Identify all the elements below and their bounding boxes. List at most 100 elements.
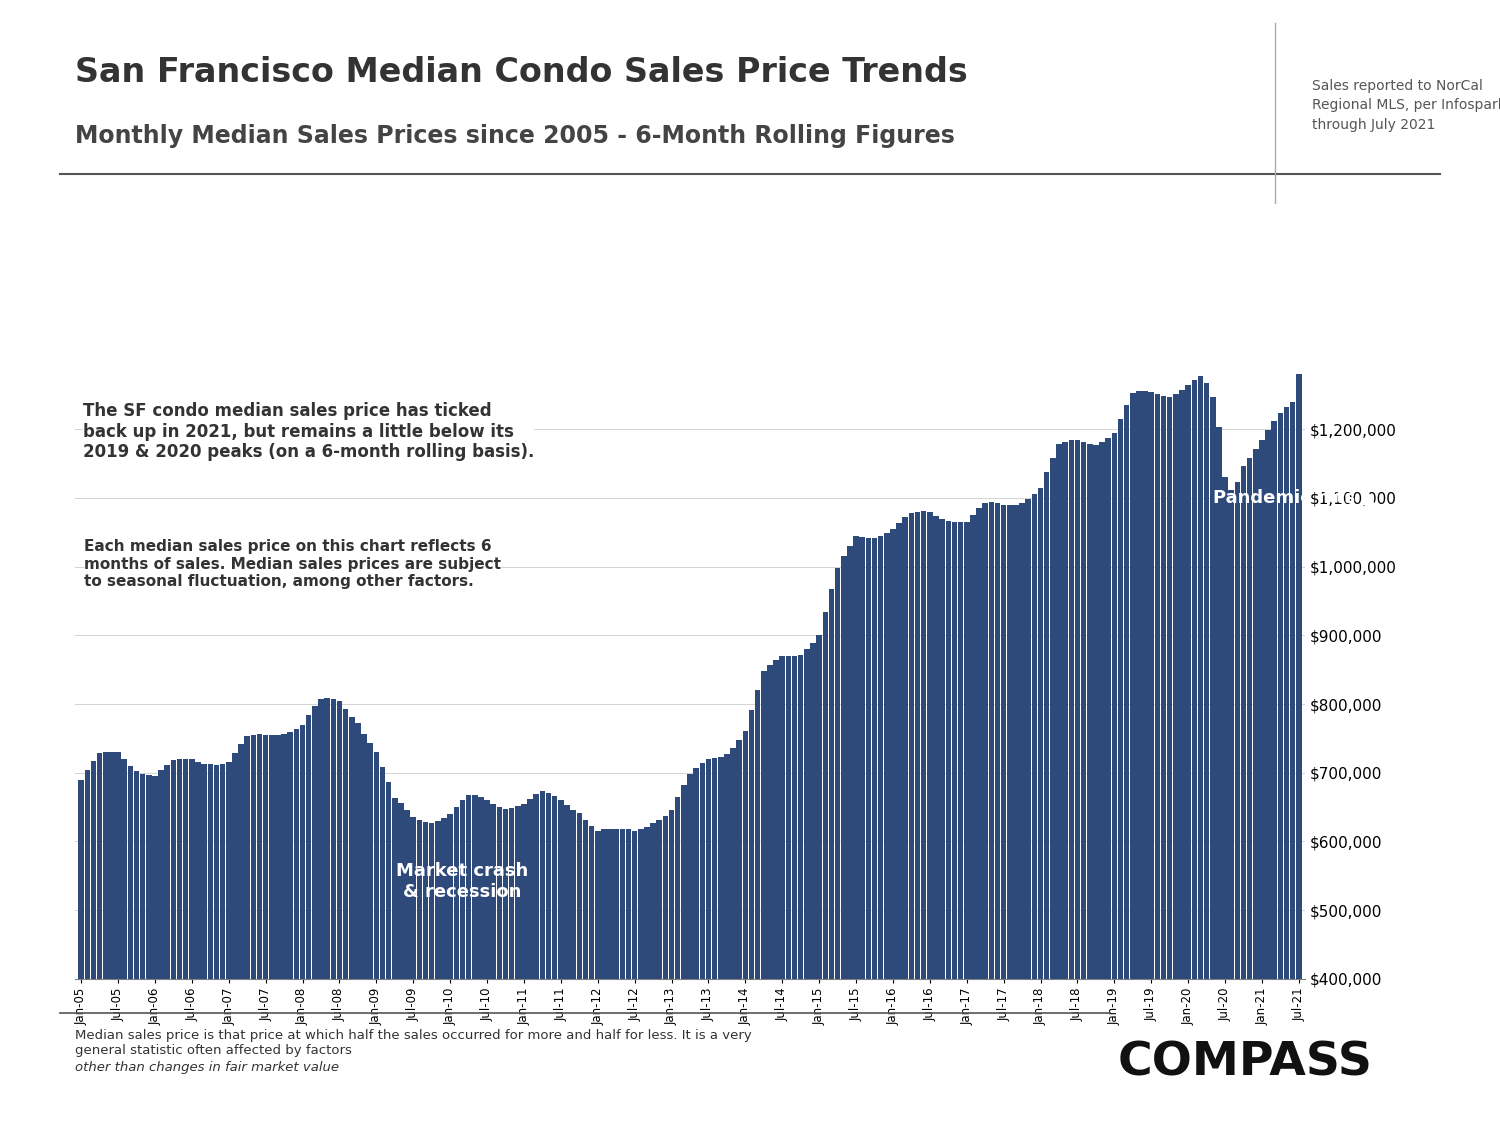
Bar — [1094, 446, 1098, 1125]
Bar — [490, 804, 496, 1125]
Bar — [748, 710, 754, 1125]
Bar — [1179, 389, 1185, 1125]
Bar — [958, 522, 963, 1125]
Bar — [1136, 392, 1142, 1125]
Bar — [884, 533, 890, 1125]
Bar — [897, 523, 902, 1125]
Bar — [1197, 377, 1203, 1125]
Bar — [760, 670, 766, 1125]
Bar — [564, 806, 570, 1125]
Bar — [183, 758, 189, 1125]
Bar — [189, 759, 195, 1125]
Bar — [1222, 477, 1228, 1125]
Bar — [1204, 382, 1209, 1125]
Bar — [1082, 442, 1086, 1125]
Bar — [262, 735, 268, 1125]
Bar — [651, 822, 656, 1125]
Bar — [288, 731, 292, 1125]
Bar — [496, 808, 502, 1125]
Bar — [1056, 444, 1062, 1125]
Bar — [466, 794, 471, 1125]
Bar — [675, 798, 681, 1125]
Bar — [1143, 392, 1148, 1125]
Bar — [602, 829, 606, 1125]
Bar — [1062, 442, 1068, 1125]
Bar — [435, 821, 441, 1125]
Bar — [632, 831, 638, 1125]
Bar — [336, 701, 342, 1125]
Bar — [534, 794, 538, 1125]
Bar — [226, 763, 231, 1125]
Bar — [1050, 458, 1056, 1125]
Bar — [152, 776, 157, 1125]
Bar — [1088, 444, 1092, 1125]
Bar — [423, 822, 429, 1125]
Bar — [1074, 440, 1080, 1125]
Bar — [970, 514, 975, 1125]
Bar — [165, 765, 170, 1125]
Bar — [78, 780, 84, 1125]
Bar — [576, 812, 582, 1125]
Bar — [939, 519, 945, 1125]
Bar — [528, 799, 532, 1125]
Bar — [429, 822, 435, 1125]
Bar — [1272, 421, 1276, 1125]
Bar — [201, 764, 207, 1125]
Bar — [146, 775, 152, 1125]
Bar — [417, 820, 422, 1125]
Bar — [786, 656, 790, 1125]
Bar — [171, 760, 176, 1125]
Text: The SF condo median sales price has ticked
back up in 2021, but remains a little: The SF condo median sales price has tick… — [82, 402, 534, 461]
Bar — [859, 538, 865, 1125]
Bar — [268, 736, 274, 1125]
Bar — [614, 829, 620, 1125]
Bar — [945, 521, 951, 1125]
Bar — [128, 766, 134, 1125]
Bar — [251, 735, 257, 1125]
Bar — [626, 829, 632, 1125]
Bar — [1100, 442, 1106, 1125]
Bar — [1000, 505, 1006, 1125]
Bar — [282, 734, 286, 1125]
Bar — [453, 807, 459, 1125]
Bar — [540, 791, 544, 1125]
Bar — [1044, 472, 1050, 1125]
Bar — [915, 512, 921, 1125]
Bar — [871, 538, 877, 1125]
Bar — [1173, 394, 1179, 1125]
Bar — [1155, 394, 1160, 1125]
Text: Pandemic hits ▲: Pandemic hits ▲ — [1214, 489, 1376, 507]
Bar — [484, 800, 490, 1125]
Text: COMPASS: COMPASS — [1118, 1041, 1372, 1086]
Bar — [766, 665, 772, 1125]
Bar — [104, 752, 108, 1125]
Bar — [842, 556, 846, 1125]
Bar — [718, 757, 723, 1125]
Bar — [405, 810, 410, 1125]
Bar — [459, 800, 465, 1125]
Bar — [644, 827, 650, 1125]
Bar — [705, 759, 711, 1125]
Bar — [546, 793, 552, 1125]
Bar — [1112, 433, 1118, 1125]
Bar — [964, 522, 969, 1125]
Bar — [1258, 440, 1264, 1125]
Text: Median sales price is that price at which half the sales occurred for more and h: Median sales price is that price at whic… — [75, 1029, 752, 1058]
Bar — [804, 649, 810, 1125]
Bar — [890, 529, 896, 1125]
Bar — [1118, 418, 1124, 1125]
Bar — [828, 590, 834, 1125]
Bar — [1278, 414, 1282, 1125]
Bar — [380, 766, 386, 1125]
Bar — [816, 636, 822, 1125]
Bar — [244, 736, 250, 1125]
Bar — [447, 813, 453, 1125]
Bar — [921, 511, 927, 1125]
Bar — [330, 699, 336, 1125]
Bar — [712, 758, 717, 1125]
Bar — [669, 810, 675, 1125]
Bar — [1149, 392, 1154, 1125]
Bar — [232, 753, 237, 1125]
Bar — [1240, 466, 1246, 1125]
Bar — [608, 829, 613, 1125]
